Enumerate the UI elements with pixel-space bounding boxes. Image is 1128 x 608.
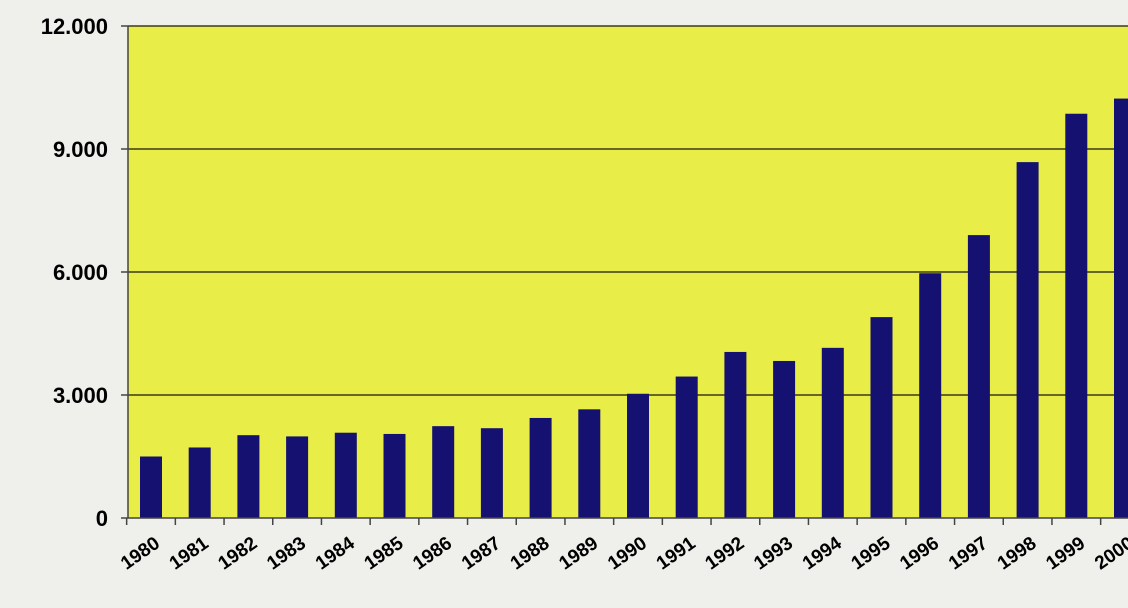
bar-1986 bbox=[432, 426, 455, 518]
x-tick-label: 1986 bbox=[409, 533, 456, 574]
x-tick-label: 1982 bbox=[215, 533, 262, 574]
bar-1980 bbox=[140, 456, 162, 518]
x-tick-label: 1996 bbox=[896, 533, 943, 574]
x-tick-label: 1992 bbox=[702, 533, 749, 574]
bar-1985 bbox=[383, 433, 406, 518]
bar-1994 bbox=[821, 347, 844, 518]
x-tick-label: 1995 bbox=[848, 533, 895, 575]
gridlines bbox=[128, 25, 1128, 396]
y-tick-label: 6.000 bbox=[53, 260, 108, 285]
x-tick-label: 1998 bbox=[994, 533, 1041, 574]
bar-1993 bbox=[773, 360, 796, 518]
y-tick-label: 0 bbox=[96, 506, 108, 531]
x-tick-label: 1989 bbox=[555, 533, 602, 574]
x-tick-label: 2000 bbox=[1091, 533, 1128, 574]
x-tick-label: 1980 bbox=[117, 533, 164, 574]
bars bbox=[140, 98, 1128, 519]
bar-1995 bbox=[870, 317, 893, 518]
bar-1987 bbox=[480, 428, 503, 518]
bar-1998 bbox=[1016, 162, 1039, 518]
y-tick-label: 12.000 bbox=[41, 14, 108, 39]
x-tick-label: 1991 bbox=[653, 533, 700, 575]
x-tick-label: 1997 bbox=[945, 533, 992, 574]
bar-1999 bbox=[1065, 113, 1088, 519]
bar-1997 bbox=[967, 235, 990, 518]
bar-1982 bbox=[237, 435, 260, 518]
bar-1988 bbox=[529, 417, 552, 518]
x-tick-label: 1987 bbox=[458, 533, 505, 574]
bar-1989 bbox=[578, 409, 601, 518]
bar-1983 bbox=[286, 436, 309, 518]
bar-1981 bbox=[188, 447, 211, 518]
x-tick-label: 1983 bbox=[263, 533, 310, 574]
bar-1991 bbox=[675, 376, 698, 518]
x-tick-label: 1993 bbox=[750, 533, 797, 574]
bar-2000 bbox=[1114, 98, 1128, 518]
x-tick-label: 1990 bbox=[604, 533, 651, 574]
y-tick-label: 3.000 bbox=[53, 383, 108, 408]
bar-1990 bbox=[627, 393, 649, 518]
x-tick-labels: 1980 1981 1982 1983 1984 1985 1986 1987 1988 1989… bbox=[117, 533, 1128, 575]
x-tick-label: 1984 bbox=[312, 533, 359, 575]
x-tick-label: 1999 bbox=[1042, 533, 1089, 574]
x-tick-label: 1981 bbox=[166, 533, 213, 575]
x-tick-label: 1985 bbox=[361, 533, 408, 575]
x-tick-label: 1994 bbox=[799, 533, 846, 575]
axes bbox=[121, 25, 1128, 525]
bar-1996 bbox=[919, 273, 942, 518]
bar-1984 bbox=[334, 432, 357, 518]
y-tick-labels: 0 3.000 6.000 9.000 12.000 bbox=[41, 14, 108, 531]
bar-1992 bbox=[724, 351, 747, 518]
x-tick-label: 1988 bbox=[507, 533, 554, 574]
y-tick-label: 9.000 bbox=[53, 137, 108, 162]
